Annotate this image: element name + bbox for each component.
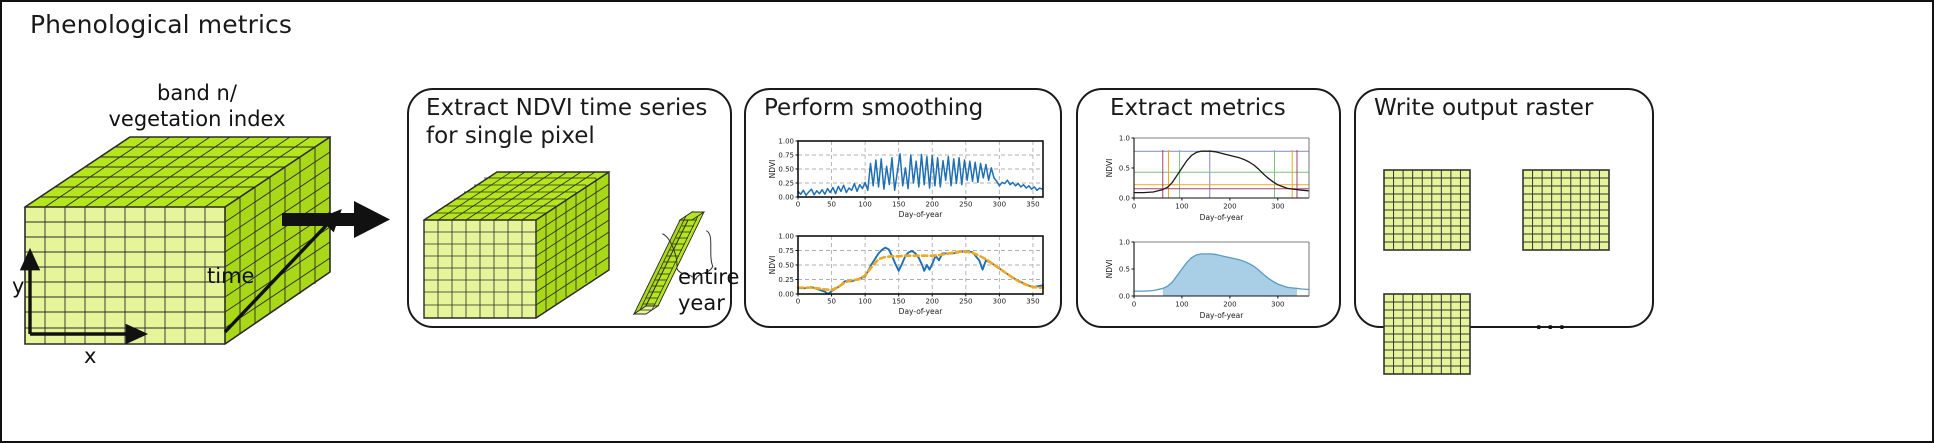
single-pixel-strip (632, 210, 714, 316)
svg-text:300: 300 (1271, 301, 1284, 309)
axis-label-y: y (12, 274, 25, 298)
axis-label-time: time (207, 264, 255, 288)
svg-text:NDVI: NDVI (768, 160, 777, 179)
svg-text:200: 200 (1223, 301, 1236, 309)
output-raster-1 (1383, 169, 1471, 251)
svg-text:200: 200 (926, 298, 939, 306)
svg-text:200: 200 (926, 201, 939, 209)
chart-metrics-threshold: 0.0 0.5 1.0 0 100 200 300 Day-of-year NDVI (1105, 135, 1310, 222)
svg-text:NDVI: NDVI (1105, 159, 1114, 178)
svg-text:300: 300 (993, 298, 1006, 306)
chart-integral-area: 0.0 0.5 1.0 0 100 200 300 Day-of-year NDVI (1105, 239, 1310, 320)
svg-text:100: 100 (1175, 203, 1188, 211)
svg-text:0: 0 (1132, 301, 1136, 309)
chart-raw-ndvi-timeseries: 0.00 0.25 0.50 0.75 1.00 0 50 100 150 200 250 300 35… (768, 137, 1044, 219)
svg-text:0.00: 0.00 (778, 290, 794, 298)
svg-text:50: 50 (827, 201, 836, 209)
svg-text:250: 250 (959, 298, 972, 306)
svg-text:Day-of-year: Day-of-year (1200, 311, 1245, 320)
svg-text:0.5: 0.5 (1119, 266, 1130, 274)
svg-text:0.5: 0.5 (1119, 165, 1130, 173)
svg-text:1.0: 1.0 (1119, 239, 1130, 247)
svg-text:200: 200 (1223, 203, 1236, 211)
stage-title-extract-metrics: Extract metrics (1110, 95, 1286, 121)
svg-text:50: 50 (827, 298, 836, 306)
svg-text:0.50: 0.50 (778, 261, 794, 269)
axis-label-x: x (84, 344, 97, 368)
data-cube-panel1 (23, 136, 332, 345)
axis-arrow-time (223, 209, 342, 334)
svg-text:1.0: 1.0 (1119, 135, 1130, 143)
data-cube-panel2 (422, 171, 611, 319)
svg-text:0.75: 0.75 (778, 151, 794, 159)
svg-text:Day-of-year: Day-of-year (1200, 213, 1245, 222)
svg-text:100: 100 (1175, 301, 1188, 309)
svg-text:150: 150 (892, 201, 905, 209)
raster-ellipsis: ... (1534, 302, 1569, 337)
cube-label: band n/ vegetation index (108, 81, 286, 131)
svg-text:0.25: 0.25 (778, 276, 794, 284)
svg-text:1.00: 1.00 (778, 137, 794, 145)
stage-title-perform-smoothing: Perform smoothing (764, 95, 984, 121)
svg-text:0: 0 (796, 298, 800, 306)
stage-title-write-output-raster: Write output raster (1374, 95, 1594, 121)
svg-text:350: 350 (1026, 201, 1039, 209)
svg-text:Day-of-year: Day-of-year (899, 307, 944, 316)
svg-text:300: 300 (1271, 203, 1284, 211)
output-raster-2 (1522, 169, 1610, 251)
chart-smoothed-ndvi-timeseries: 0.00 0.25 0.50 0.75 1.00 0 50 100 150 200 250 300 35… (768, 232, 1045, 316)
svg-text:350: 350 (1026, 298, 1039, 306)
flow-arrow (282, 201, 390, 238)
svg-text:NDVI: NDVI (1105, 260, 1114, 279)
svg-text:100: 100 (858, 298, 871, 306)
svg-text:150: 150 (892, 298, 905, 306)
svg-text:0.50: 0.50 (778, 165, 794, 173)
svg-text:0.0: 0.0 (1119, 293, 1130, 301)
figure-title: Phenological metrics (30, 10, 292, 39)
axis-arrows-panel1 (19, 247, 149, 345)
svg-text:0.00: 0.00 (778, 193, 794, 201)
svg-text:0: 0 (1132, 203, 1136, 211)
svg-text:1.00: 1.00 (778, 232, 794, 240)
output-raster-3 (1383, 293, 1471, 375)
svg-text:0.0: 0.0 (1119, 195, 1130, 203)
svg-text:250: 250 (959, 201, 972, 209)
svg-text:0.75: 0.75 (778, 247, 794, 255)
svg-text:Day-of-year: Day-of-year (899, 210, 944, 219)
svg-text:300: 300 (993, 201, 1006, 209)
svg-text:NDVI: NDVI (768, 256, 777, 275)
svg-text:100: 100 (858, 201, 871, 209)
entire-year-label: entire year (678, 265, 740, 315)
stage-title-extract-timeseries: Extract NDVI time series for single pixe… (426, 95, 708, 149)
svg-text:0: 0 (796, 201, 800, 209)
svg-text:0.25: 0.25 (778, 179, 794, 187)
